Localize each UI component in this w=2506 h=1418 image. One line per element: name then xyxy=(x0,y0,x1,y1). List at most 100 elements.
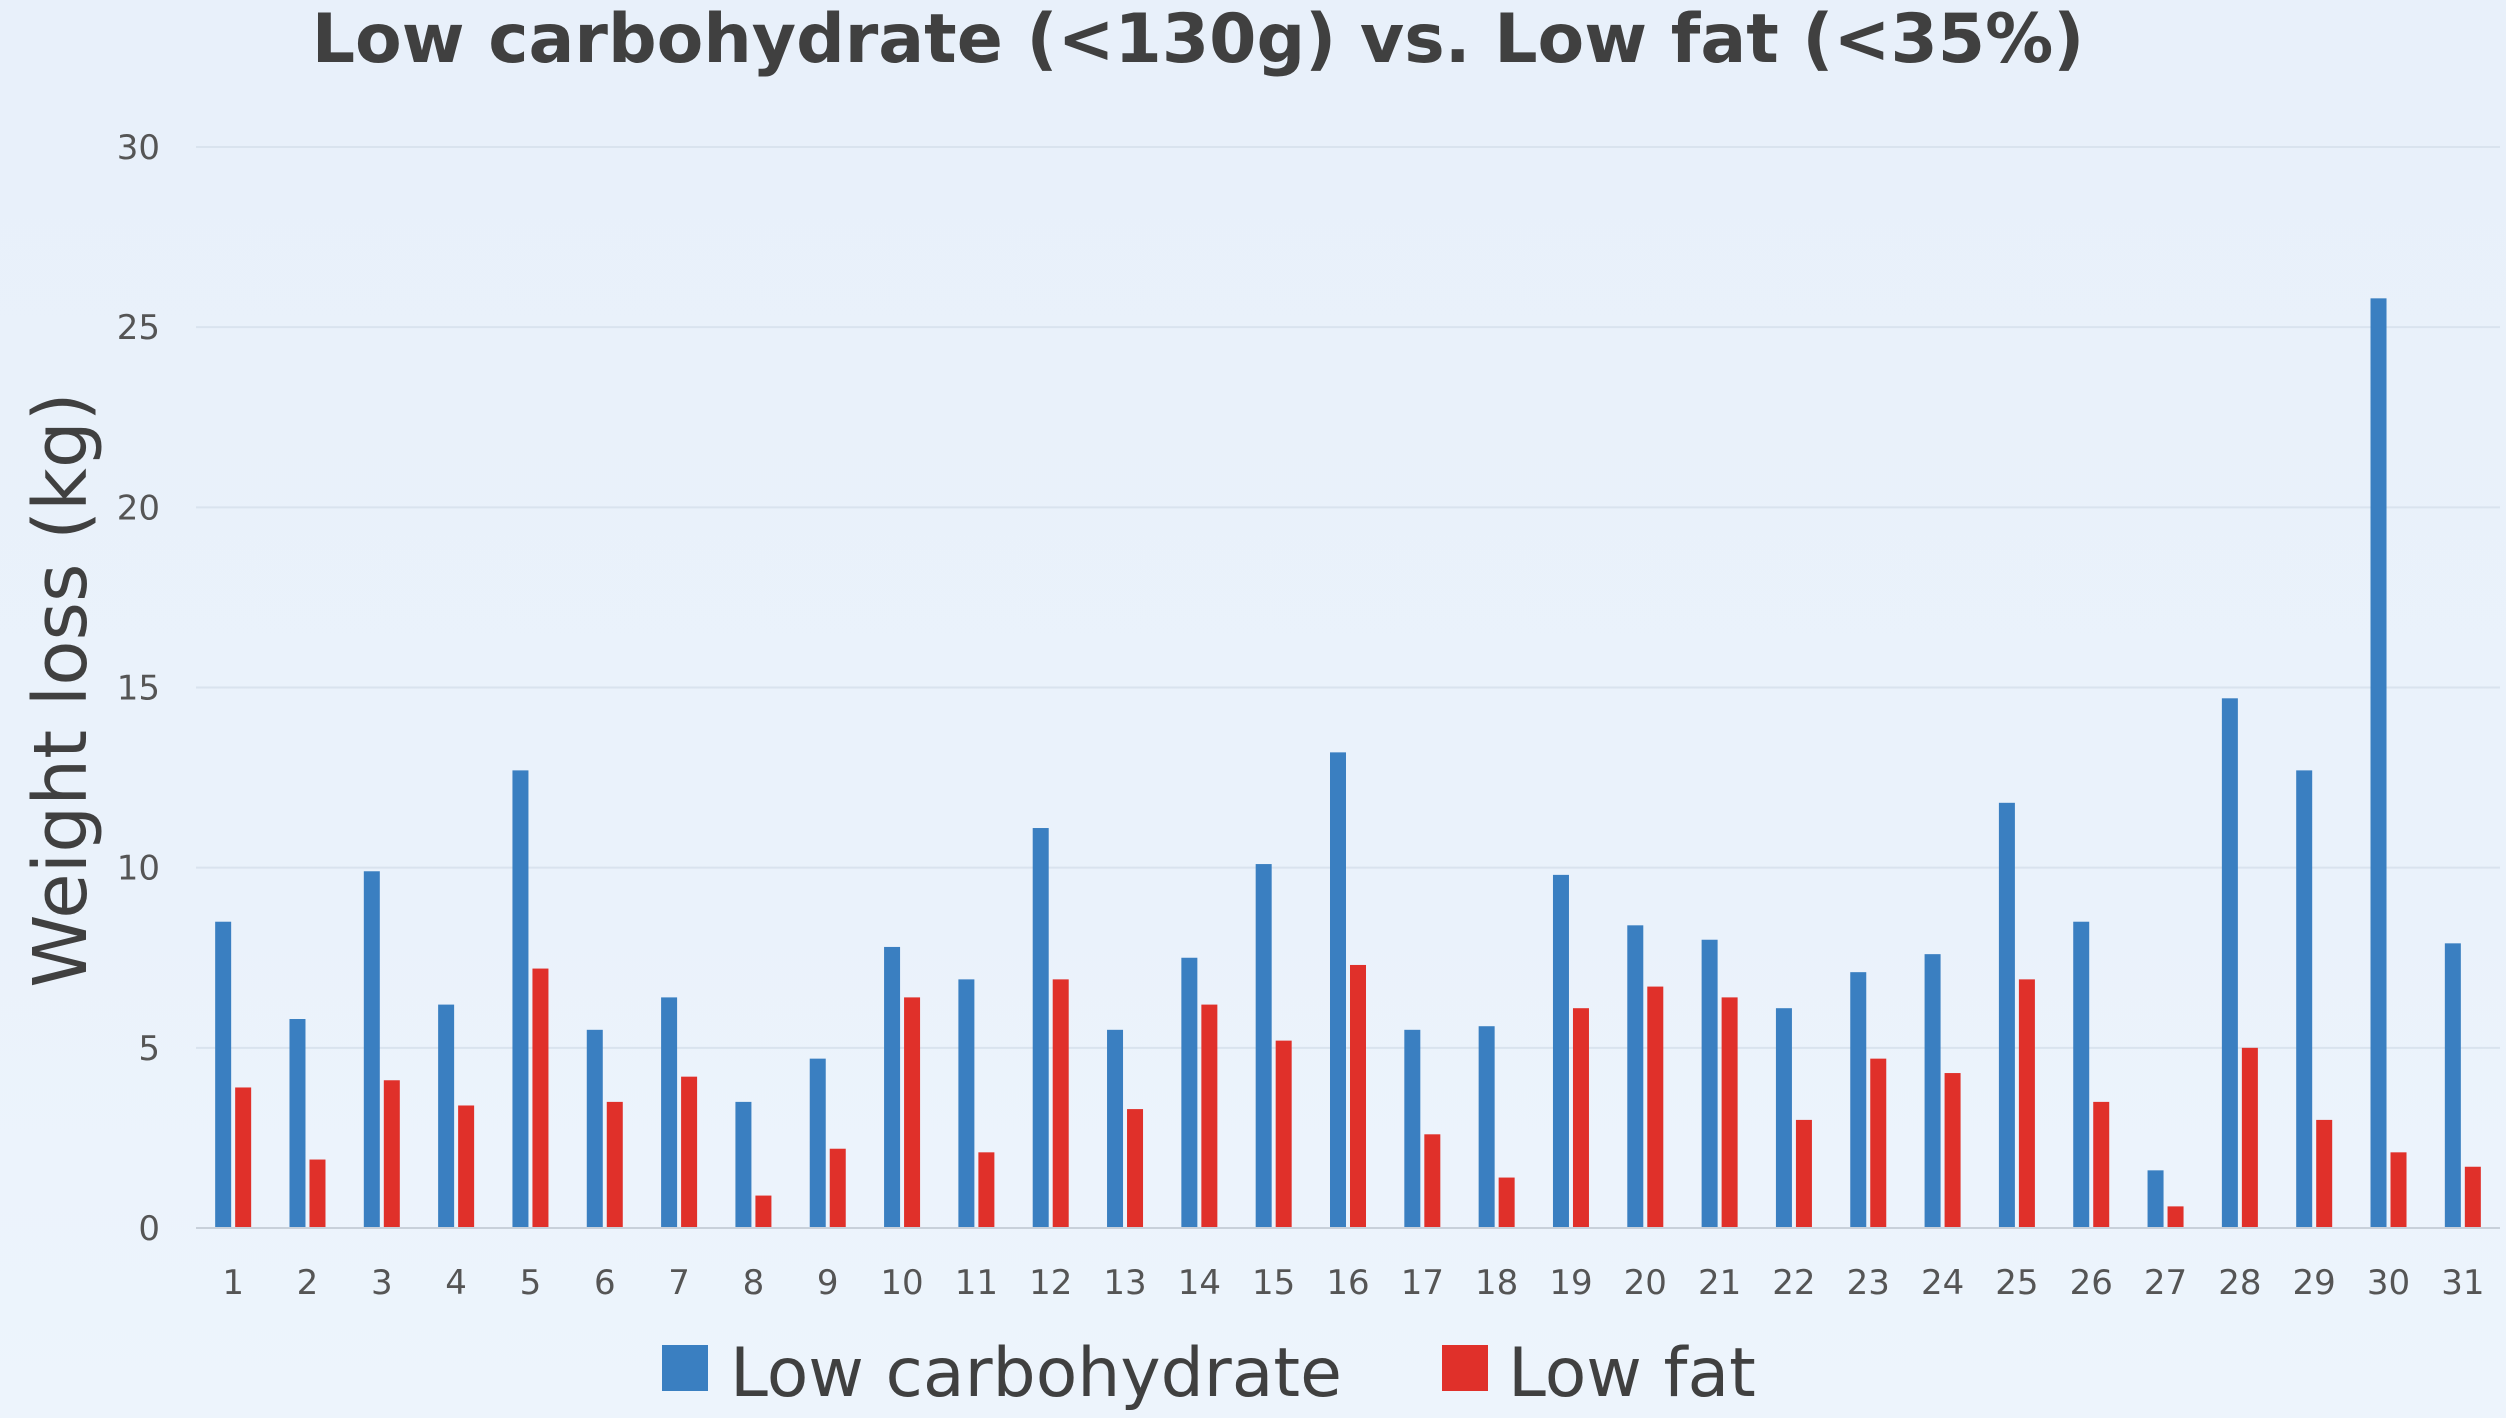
x-tick-label-28: 28 xyxy=(2218,1263,2261,1303)
bar-low-carbohydrate-14 xyxy=(1181,957,1198,1228)
x-axis-ticks: 1 2 3 4 5 6 7 8 9 10 11 12 13 14 15 16 17 18 19 20 21 22 23 24 2… xyxy=(222,1263,2484,1303)
x-tick-label-29: 29 xyxy=(2293,1263,2336,1303)
legend-label-low-fat: Low fat xyxy=(1508,1334,1756,1413)
x-tick-label-8: 8 xyxy=(743,1263,765,1303)
x-tick-label-4: 4 xyxy=(445,1263,467,1303)
bar-low-fat-7 xyxy=(681,1076,698,1228)
bar-low-carbohydrate-21 xyxy=(1701,939,1718,1228)
x-tick-label-14: 14 xyxy=(1178,1263,1221,1303)
x-tick-label-10: 10 xyxy=(880,1263,923,1303)
bar-low-fat-14 xyxy=(1201,1004,1218,1228)
x-tick-label-21: 21 xyxy=(1698,1263,1741,1303)
x-tick-label-30: 30 xyxy=(2367,1263,2410,1303)
y-tick-label-15: 15 xyxy=(117,669,160,709)
x-tick-label-26: 26 xyxy=(2070,1263,2113,1303)
bar-low-fat-26 xyxy=(2093,1101,2110,1228)
bar-low-fat-19 xyxy=(1572,1008,1589,1228)
bar-low-fat-24 xyxy=(1944,1073,1961,1228)
bar-low-fat-10 xyxy=(904,997,921,1228)
x-tick-label-12: 12 xyxy=(1029,1263,1072,1303)
bar-low-fat-30 xyxy=(2390,1152,2407,1228)
bar-low-carbohydrate-9 xyxy=(809,1058,826,1228)
legend: Low carbohydrate Low fat xyxy=(662,1334,1756,1413)
bar-low-carbohydrate-31 xyxy=(2444,943,2461,1228)
bar-low-carbohydrate-27 xyxy=(2147,1170,2164,1228)
x-tick-label-25: 25 xyxy=(1995,1263,2038,1303)
bar-low-carbohydrate-26 xyxy=(2073,921,2090,1228)
bar-low-carbohydrate-20 xyxy=(1627,925,1644,1228)
bar-low-carbohydrate-5 xyxy=(512,770,529,1228)
x-tick-label-22: 22 xyxy=(1772,1263,1815,1303)
bar-low-carbohydrate-30 xyxy=(2370,298,2387,1229)
x-tick-label-2: 2 xyxy=(297,1263,319,1303)
x-tick-label-17: 17 xyxy=(1401,1263,1444,1303)
bar-low-carbohydrate-19 xyxy=(1552,874,1569,1228)
bar-low-fat-11 xyxy=(978,1152,995,1228)
bar-low-carbohydrate-25 xyxy=(1998,802,2015,1228)
bar-low-fat-13 xyxy=(1127,1109,1144,1228)
y-tick-label-5: 5 xyxy=(138,1029,160,1069)
x-tick-label-16: 16 xyxy=(1326,1263,1369,1303)
bar-low-carbohydrate-4 xyxy=(438,1004,455,1228)
y-tick-label-25: 25 xyxy=(117,308,160,348)
bar-low-carbohydrate-2 xyxy=(289,1019,306,1228)
x-tick-label-20: 20 xyxy=(1624,1263,1667,1303)
bar-low-carbohydrate-22 xyxy=(1775,1008,1792,1228)
bar-low-carbohydrate-11 xyxy=(958,979,975,1228)
legend-swatch-low-fat xyxy=(1442,1345,1488,1391)
bar-low-carbohydrate-12 xyxy=(1032,828,1049,1228)
legend-label-low-carbohydrate: Low carbohydrate xyxy=(730,1334,1342,1413)
bar-low-carbohydrate-23 xyxy=(1850,972,1867,1228)
bar-low-carbohydrate-1 xyxy=(215,921,232,1228)
bar-low-fat-3 xyxy=(383,1080,400,1228)
x-tick-label-31: 31 xyxy=(2441,1263,2484,1303)
bar-low-carbohydrate-6 xyxy=(586,1029,603,1228)
bar-low-fat-17 xyxy=(1424,1134,1441,1228)
bar-low-fat-8 xyxy=(755,1195,772,1228)
chart-title: Low carbohydrate (<130g) vs. Low fat (<3… xyxy=(312,0,2085,79)
bar-low-fat-12 xyxy=(1052,979,1069,1228)
bar-low-fat-27 xyxy=(2167,1206,2184,1228)
x-tick-label-1: 1 xyxy=(222,1263,244,1303)
bar-low-fat-28 xyxy=(2241,1047,2258,1228)
bar-low-fat-25 xyxy=(2018,979,2035,1228)
bar-low-fat-16 xyxy=(1350,964,1366,1228)
x-tick-label-19: 19 xyxy=(1549,1263,1592,1303)
x-tick-label-5: 5 xyxy=(520,1263,542,1303)
bar-low-carbohydrate-28 xyxy=(2221,698,2238,1228)
bar-low-fat-21 xyxy=(1721,997,1738,1228)
bar-low-carbohydrate-18 xyxy=(1478,1026,1495,1228)
bar-low-carbohydrate-10 xyxy=(884,946,901,1228)
x-tick-label-11: 11 xyxy=(955,1263,998,1303)
bar-low-carbohydrate-16 xyxy=(1330,752,1346,1228)
bar-low-carbohydrate-7 xyxy=(661,997,678,1228)
y-tick-label-20: 20 xyxy=(117,488,160,528)
bar-low-fat-15 xyxy=(1275,1040,1292,1228)
y-tick-label-0: 0 xyxy=(138,1209,160,1249)
bar-low-carbohydrate-15 xyxy=(1255,864,1272,1228)
x-tick-label-18: 18 xyxy=(1475,1263,1518,1303)
bar-low-carbohydrate-17 xyxy=(1404,1029,1421,1228)
bar-low-fat-9 xyxy=(829,1148,846,1228)
y-tick-label-30: 30 xyxy=(117,128,160,168)
bars xyxy=(215,298,2481,1229)
bar-low-carbohydrate-8 xyxy=(735,1101,752,1228)
bar-low-fat-4 xyxy=(458,1105,475,1228)
x-tick-label-6: 6 xyxy=(594,1263,616,1303)
bar-low-fat-18 xyxy=(1498,1177,1515,1228)
bar-low-fat-29 xyxy=(2316,1119,2333,1228)
bar-low-fat-2 xyxy=(309,1159,326,1228)
x-tick-label-3: 3 xyxy=(371,1263,393,1303)
bar-low-fat-1 xyxy=(235,1087,252,1228)
bar-low-fat-5 xyxy=(532,968,549,1228)
x-tick-label-9: 9 xyxy=(817,1263,839,1303)
x-tick-label-7: 7 xyxy=(668,1263,690,1303)
bar-low-fat-23 xyxy=(1870,1058,1887,1228)
bar-low-carbohydrate-29 xyxy=(2296,770,2313,1228)
x-tick-label-27: 27 xyxy=(2144,1263,2187,1303)
x-tick-label-23: 23 xyxy=(1847,1263,1890,1303)
x-tick-label-15: 15 xyxy=(1252,1263,1295,1303)
legend-swatch-low-carbohydrate xyxy=(662,1345,708,1391)
